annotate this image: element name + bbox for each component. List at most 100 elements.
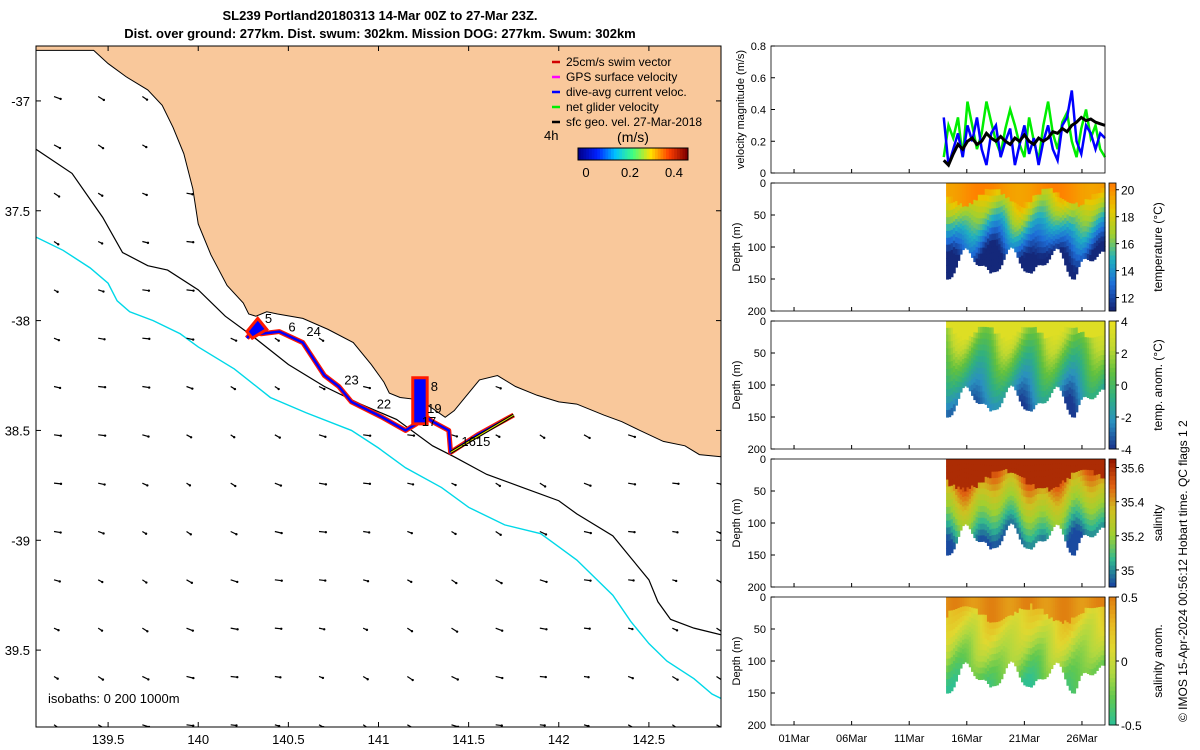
heatmap-cell (1066, 346, 1070, 354)
current-vector-head (323, 387, 326, 391)
heatmap-cell (959, 602, 963, 608)
heatmap-cell (1050, 489, 1054, 496)
heatmap-cell (1077, 380, 1081, 388)
heatmap-cell (1043, 672, 1047, 680)
heatmap-cell (1005, 371, 1008, 378)
heatmap-cell (1075, 629, 1079, 637)
heatmap-cell (948, 341, 952, 349)
heatmap-cell (1059, 183, 1063, 189)
current-vector-head (101, 194, 104, 197)
heatmap-cell (998, 609, 1002, 616)
heatmap-cell (1095, 527, 1099, 533)
heatmap-cell (1064, 391, 1068, 398)
heatmap-cell (961, 321, 965, 327)
colorbar-tick-label: -2 (1121, 411, 1132, 425)
heatmap-cell (1005, 602, 1008, 608)
heatmap-cell (1005, 326, 1008, 332)
heatmap-cell (1014, 340, 1018, 347)
heatmap-cell (1082, 385, 1086, 392)
heatmap-cell (957, 227, 961, 234)
heatmap-cell (1086, 524, 1090, 531)
heatmap-cell (950, 465, 954, 473)
heatmap-cell (968, 646, 972, 653)
heatmap-cell (996, 214, 999, 222)
heatmap-cell (1025, 535, 1029, 543)
heatmap-cell (1064, 206, 1068, 213)
heatmap-cell (993, 515, 997, 523)
heatmap-cell (971, 612, 974, 619)
heatmap-cell (984, 626, 988, 634)
colorbar-tick-label: 35 (1121, 564, 1135, 578)
heatmap-cell (1020, 531, 1024, 539)
heatmap-cell (984, 512, 988, 520)
heatmap-cell (1043, 614, 1047, 621)
heatmap-cell (1061, 639, 1065, 646)
heatmap-cell (1089, 663, 1092, 670)
ts-y-tick-label: 100 (748, 242, 766, 254)
heatmap-cell (984, 482, 988, 490)
heatmap-cell (1080, 613, 1083, 620)
heatmap-cell (1014, 621, 1018, 628)
heatmap-cell (1007, 468, 1011, 474)
heatmap-cell (1082, 215, 1086, 222)
heatmap-cell (973, 349, 977, 356)
heatmap-cell (1050, 499, 1054, 506)
heatmap-cell (1027, 609, 1031, 617)
heatmap-cell (982, 235, 986, 243)
heatmap-cell (1052, 364, 1056, 370)
heatmap-cell (966, 492, 970, 498)
heatmap-cell (1102, 212, 1106, 218)
heatmap-cell (1018, 211, 1022, 218)
heatmap-cell (1073, 224, 1077, 232)
heatmap-cell (1025, 327, 1029, 335)
heatmap-cell (1068, 670, 1072, 678)
heatmap-cell (952, 221, 956, 229)
heatmap-cell (1034, 476, 1038, 484)
heatmap-cell (1045, 653, 1049, 661)
heatmap-cell (964, 362, 968, 368)
heatmap-cell (1036, 464, 1040, 472)
map-y-tick-label: -39 (11, 533, 30, 548)
heatmap-cell (1093, 215, 1097, 222)
heatmap-cell (1018, 205, 1022, 213)
heatmap-cell (1077, 206, 1081, 214)
heatmap-cell (1023, 201, 1027, 209)
heatmap-cell (1082, 188, 1086, 195)
heatmap-cell (1023, 628, 1027, 636)
heatmap-cell (996, 502, 999, 510)
heatmap-cell (975, 505, 979, 512)
heatmap-cell (1061, 363, 1065, 370)
colorbar-cell (1109, 561, 1116, 567)
heatmap-cell (1032, 233, 1036, 240)
heatmap-cell (998, 207, 1002, 215)
heatmap-cell (1043, 626, 1047, 633)
heatmap-cell (948, 271, 952, 280)
heatmap-cell (952, 378, 956, 386)
heatmap-cell (984, 380, 988, 387)
heatmap-cell (998, 219, 1002, 227)
heatmap-cell (952, 523, 956, 531)
heatmap-cell (966, 615, 970, 622)
colorbar-cell (586, 148, 590, 160)
heatmap-cell (1077, 248, 1081, 256)
heatmap-cell (989, 391, 993, 399)
heatmap-cell (1055, 468, 1058, 474)
heatmap-cell (971, 660, 974, 667)
heatmap-cell (1032, 333, 1036, 341)
heatmap-cell (1041, 608, 1045, 616)
heatmap-cell (1000, 355, 1004, 363)
heatmap-cell (1048, 358, 1052, 365)
heatmap-cell (980, 464, 983, 472)
heatmap-cell (1068, 683, 1072, 691)
heatmap-cell (1009, 619, 1013, 626)
heatmap-cell (1100, 483, 1104, 489)
heatmap-cell (1016, 373, 1020, 380)
heatmap-cell (1011, 358, 1015, 364)
colorbar-cell (1109, 565, 1116, 571)
heatmap-cell (1048, 386, 1052, 393)
heatmap-cell (946, 210, 949, 218)
heatmap-cell (1098, 607, 1102, 613)
heatmap-cell (1098, 662, 1102, 668)
heatmap-cell (1020, 237, 1024, 245)
heatmap-cell (1080, 250, 1083, 257)
